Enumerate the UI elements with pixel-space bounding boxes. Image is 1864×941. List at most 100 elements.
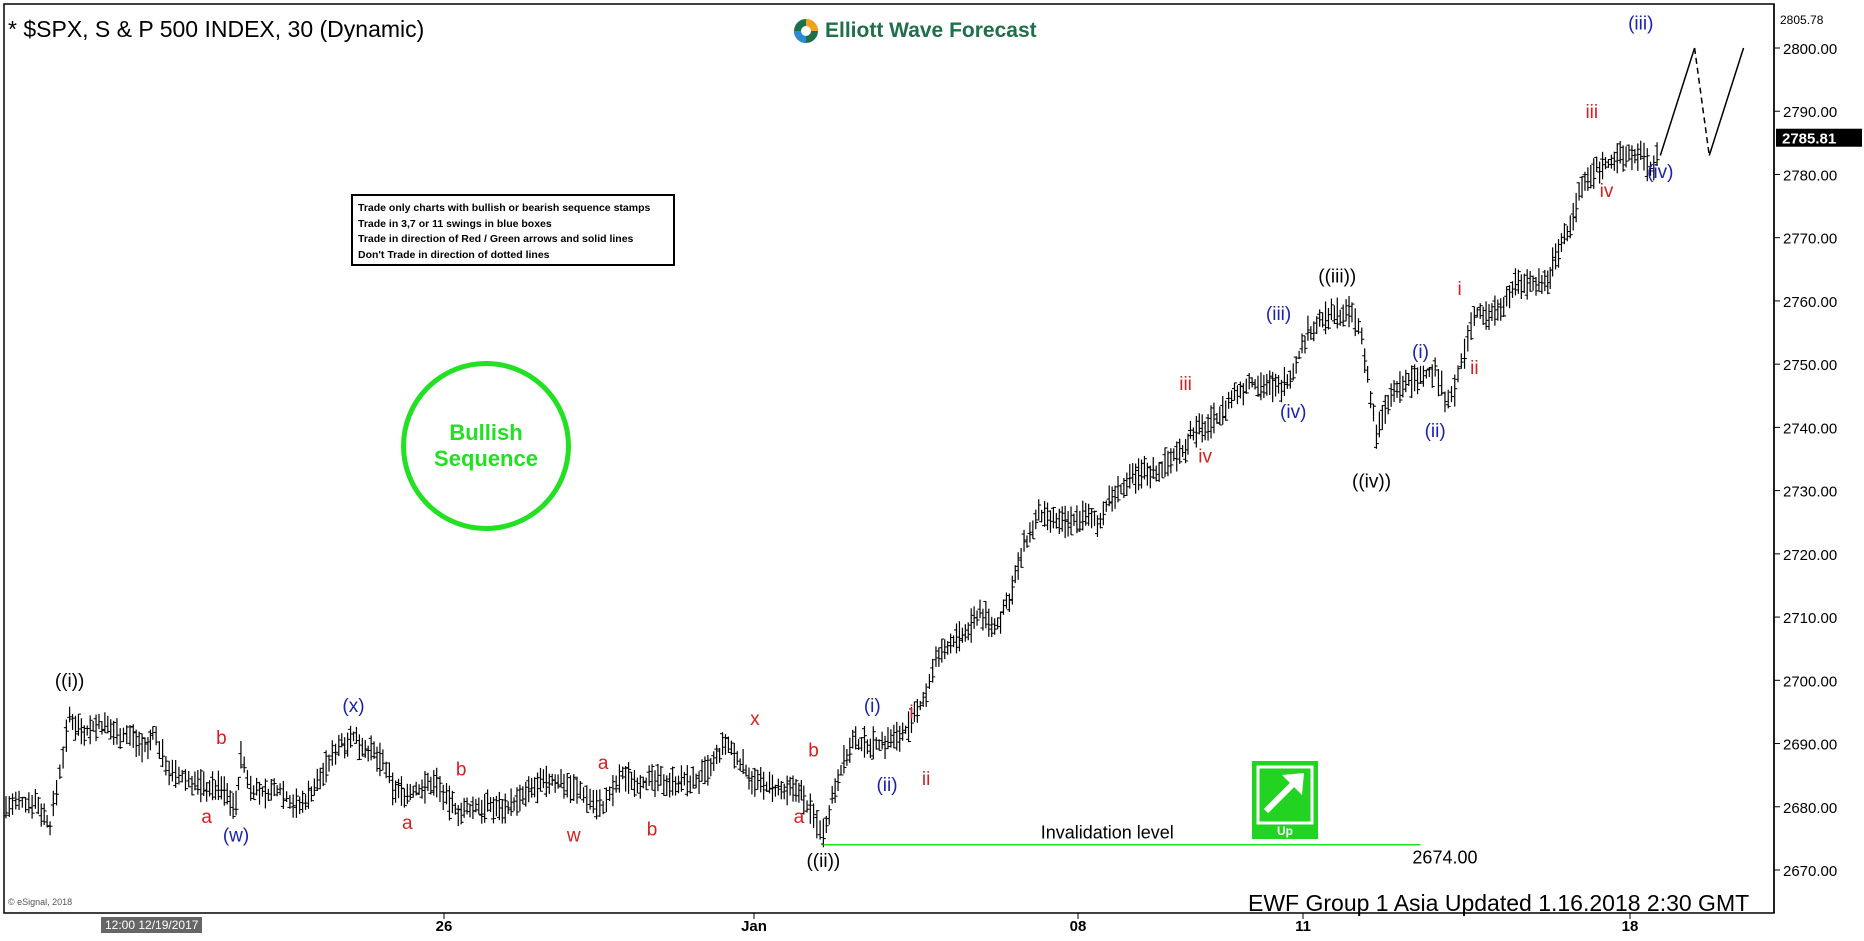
price-bar <box>473 798 479 813</box>
price-bar <box>1471 306 1477 326</box>
price-bar <box>1130 463 1136 484</box>
price-bar <box>1382 394 1388 424</box>
price-bar <box>1193 415 1199 448</box>
price-bar <box>926 674 932 689</box>
price-bar <box>482 793 488 823</box>
price-bar <box>1515 269 1521 294</box>
price-bar <box>720 732 726 756</box>
price-bar <box>675 775 681 794</box>
price-bar <box>1139 459 1145 489</box>
up-stamp-label: Up <box>1277 824 1293 838</box>
price-bar <box>514 787 520 816</box>
price-bar <box>888 729 894 748</box>
price-bar <box>917 700 923 711</box>
price-bar <box>1211 402 1217 434</box>
price-bar <box>1550 247 1556 277</box>
wave-label: (iii) <box>1266 304 1291 325</box>
price-bar <box>1021 529 1027 552</box>
price-bar <box>1234 385 1240 405</box>
price-bar <box>437 776 443 803</box>
price-bar <box>280 780 286 809</box>
price-bar <box>1524 269 1530 300</box>
price-bar <box>1483 301 1489 330</box>
price-tick-label: 2670.00 <box>1783 863 1837 880</box>
price-bar <box>1564 225 1570 242</box>
stamp-line-1: Bullish <box>449 420 523 445</box>
price-bar <box>73 715 79 741</box>
price-bar <box>1202 420 1208 441</box>
price-bar <box>801 785 807 815</box>
price-bar <box>1059 506 1065 532</box>
price-bar <box>1542 269 1548 292</box>
price-bar <box>1435 369 1441 397</box>
projection-lines <box>1659 47 1745 156</box>
price-bar <box>561 773 567 799</box>
price-bar <box>1556 239 1562 268</box>
price-bar <box>440 784 446 811</box>
wave-label: (ii) <box>876 775 897 796</box>
price-bar <box>820 818 826 848</box>
price-bar <box>60 746 66 769</box>
price-bar <box>584 785 590 813</box>
price-bar <box>305 780 311 809</box>
price-bar <box>419 779 425 799</box>
trading-rules-box: Trade only charts with bullish or bearis… <box>351 194 675 266</box>
price-bar <box>1071 513 1077 526</box>
price-bar <box>1305 315 1311 341</box>
price-bar <box>526 776 532 803</box>
price-bar <box>1273 373 1279 397</box>
price-bar <box>10 793 16 815</box>
price-bar <box>670 766 676 796</box>
price-bar <box>1337 309 1343 326</box>
up-arrow-head-icon <box>1282 773 1304 795</box>
price-bar <box>449 790 455 814</box>
price-bar <box>743 764 749 777</box>
price-bar <box>502 793 508 824</box>
invalidation-group: Invalidation level 2674.00 <box>823 823 1478 868</box>
price-bar <box>210 771 216 801</box>
price-bar <box>339 733 345 748</box>
price-bar <box>1062 505 1068 539</box>
price-bar <box>920 691 926 707</box>
price-bar <box>891 724 897 749</box>
price-bar <box>1106 485 1112 507</box>
price-bar <box>1080 500 1086 531</box>
wave-label: (i) <box>864 696 881 717</box>
cursor-time-label: 12:00 12/19/2017 <box>101 917 203 933</box>
price-bar <box>479 799 485 824</box>
price-bar <box>317 767 323 790</box>
price-bar <box>1047 510 1053 533</box>
price-bar <box>274 785 280 797</box>
price-bar <box>956 621 962 652</box>
price-bar <box>1429 364 1435 388</box>
price-bar <box>1180 445 1186 458</box>
price-bar <box>1452 374 1458 407</box>
price-bar <box>734 751 740 766</box>
invalidation-label: Invalidation level <box>1041 823 1174 843</box>
price-bar <box>215 770 221 801</box>
price-bar <box>1009 575 1015 605</box>
price-bar <box>965 622 971 641</box>
price-bar <box>520 786 526 805</box>
price-bar <box>1468 312 1474 340</box>
price-bar <box>153 726 159 746</box>
price-bar <box>737 758 743 772</box>
price-bar <box>867 738 873 759</box>
price-tick-label: 2780.00 <box>1783 167 1837 184</box>
price-bar <box>876 739 882 751</box>
price-bar <box>1284 374 1290 389</box>
wave-label: x <box>750 709 760 730</box>
price-bar <box>1261 374 1267 399</box>
logo-text: Elliott Wave Forecast <box>825 19 1037 42</box>
price-bar <box>1638 140 1644 160</box>
price-bar <box>908 707 914 733</box>
price-bar <box>130 724 136 748</box>
price-bar <box>235 776 241 791</box>
price-bar <box>99 721 105 735</box>
price-bar <box>461 797 467 818</box>
price-bar <box>1539 275 1545 295</box>
rule-line: Trade in 3,7 or 11 swings in blue boxes <box>358 217 552 230</box>
price-bar <box>416 784 422 796</box>
price-bar <box>1530 275 1536 291</box>
